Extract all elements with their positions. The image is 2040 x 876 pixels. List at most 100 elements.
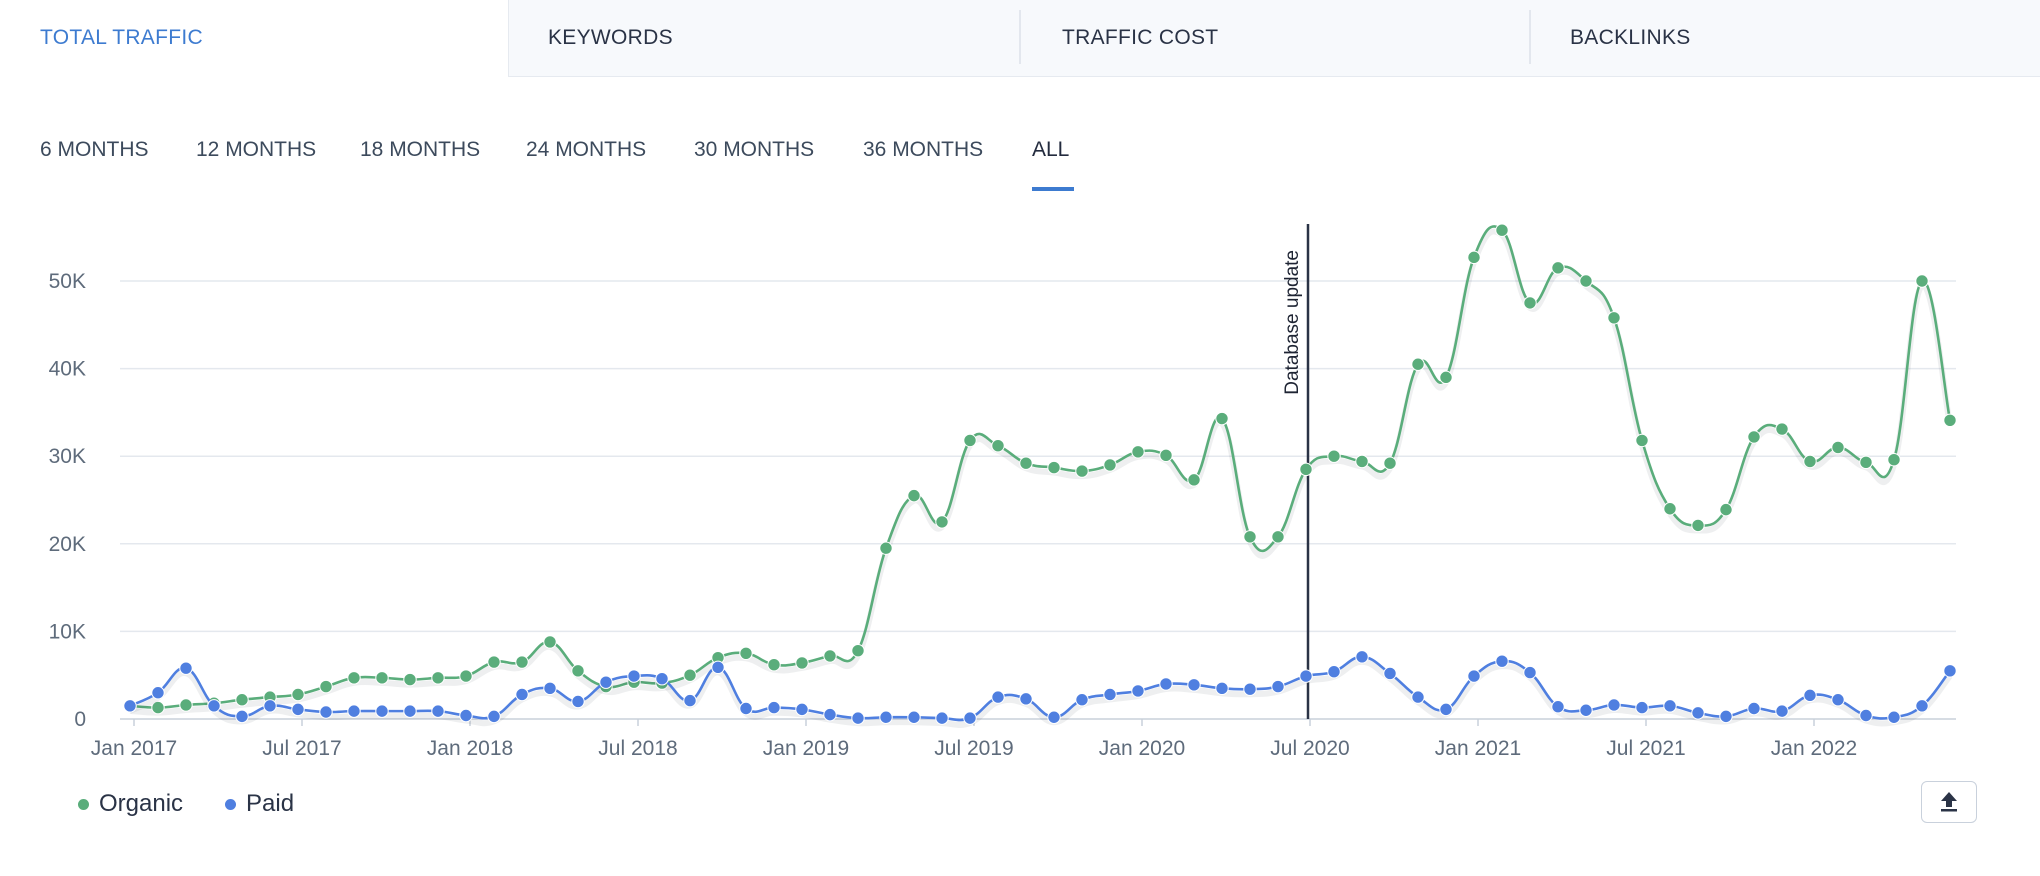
data-point xyxy=(515,655,529,669)
data-point xyxy=(1803,454,1817,469)
data-point xyxy=(823,707,837,722)
organic-series xyxy=(123,223,1957,716)
data-point xyxy=(263,699,277,713)
data-point xyxy=(543,635,557,649)
x-tick-label: Jan 2019 xyxy=(763,737,849,760)
data-point xyxy=(851,711,865,725)
data-point xyxy=(1663,502,1677,516)
series-line xyxy=(129,225,1952,709)
data-point xyxy=(1859,708,1873,723)
active-period-underline xyxy=(1032,187,1074,191)
data-point xyxy=(515,687,529,702)
period-24-months[interactable]: 24 MONTHS xyxy=(526,138,647,161)
tab-label: KEYWORDS xyxy=(548,26,673,49)
period-6-months[interactable]: 6 MONTHS xyxy=(40,138,149,161)
data-point xyxy=(1047,710,1061,724)
metric-tabs: TOTAL TRAFFIC KEYWORDS TRAFFIC COST BACK… xyxy=(0,0,2040,77)
data-point xyxy=(1103,687,1117,702)
data-point xyxy=(1663,699,1677,713)
data-point xyxy=(1607,311,1621,325)
legend-label: Organic xyxy=(99,790,184,817)
data-point xyxy=(375,704,389,718)
data-point xyxy=(1859,455,1873,470)
y-axis-ticks: 0 10K 20K 30K 40K 50K xyxy=(49,270,86,731)
data-point xyxy=(1159,448,1173,463)
organic-dot-icon xyxy=(78,798,89,810)
data-point xyxy=(1243,530,1257,544)
data-point xyxy=(487,709,501,724)
x-tick-label: Jan 2018 xyxy=(427,737,513,760)
data-point xyxy=(1607,698,1621,712)
data-point xyxy=(235,693,249,707)
data-point xyxy=(1943,413,1957,427)
data-point xyxy=(347,704,361,718)
data-point xyxy=(683,668,697,682)
data-point xyxy=(123,699,137,713)
x-tick-label: Jul 2018 xyxy=(598,737,677,760)
period-all[interactable]: ALL xyxy=(1032,138,1070,161)
data-point xyxy=(1075,693,1089,707)
data-point xyxy=(1495,223,1509,237)
period-12-months[interactable]: 12 MONTHS xyxy=(196,138,317,161)
data-point xyxy=(1887,710,1901,724)
period-36-months[interactable]: 36 MONTHS xyxy=(863,138,984,161)
data-point xyxy=(627,669,641,683)
tab-divider xyxy=(1529,10,1531,64)
data-point xyxy=(1887,453,1901,467)
data-point xyxy=(1831,693,1845,707)
legend-item-paid[interactable]: Paid xyxy=(225,790,294,818)
tab-label: TRAFFIC COST xyxy=(1062,26,1219,49)
legend-item-organic[interactable]: Organic xyxy=(78,790,183,818)
data-point xyxy=(1551,261,1565,275)
data-point xyxy=(1243,682,1257,696)
data-point xyxy=(1747,701,1761,716)
tab-keywords[interactable]: KEYWORDS xyxy=(509,0,1019,77)
y-tick-label: 40K xyxy=(49,358,86,381)
data-point xyxy=(1215,681,1229,696)
data-point xyxy=(1271,679,1285,694)
data-point xyxy=(1467,669,1481,683)
data-point xyxy=(1551,700,1565,714)
data-point xyxy=(543,681,557,696)
tab-backlinks[interactable]: BACKLINKS xyxy=(1529,0,2040,77)
annotation-label: Database update xyxy=(1282,250,1303,395)
data-point xyxy=(319,705,333,719)
data-point xyxy=(1215,411,1229,426)
period-18-months[interactable]: 18 MONTHS xyxy=(360,138,481,161)
data-point xyxy=(459,669,473,683)
data-point xyxy=(1747,430,1761,444)
data-point xyxy=(571,694,585,709)
tab-label: TOTAL TRAFFIC xyxy=(40,26,203,49)
data-point xyxy=(1719,502,1733,517)
data-point xyxy=(1327,449,1341,463)
data-point xyxy=(1131,684,1145,698)
data-point xyxy=(179,698,193,712)
data-point xyxy=(1495,654,1509,668)
data-point xyxy=(1355,650,1369,664)
data-point xyxy=(963,711,977,725)
data-point xyxy=(151,686,165,700)
data-point xyxy=(1411,357,1425,371)
paid-series xyxy=(123,650,1957,729)
tab-traffic-cost[interactable]: TRAFFIC COST xyxy=(1019,0,1529,77)
data-point xyxy=(1439,702,1453,717)
data-point xyxy=(1047,460,1061,475)
data-point xyxy=(1411,690,1425,704)
data-point xyxy=(1635,700,1649,715)
data-point xyxy=(1579,703,1593,717)
data-point xyxy=(683,693,697,708)
tab-total-traffic[interactable]: TOTAL TRAFFIC xyxy=(0,0,509,77)
data-point xyxy=(935,711,949,725)
data-point xyxy=(795,702,809,717)
period-30-months[interactable]: 30 MONTHS xyxy=(694,138,815,161)
export-button[interactable] xyxy=(1921,781,1977,823)
data-point xyxy=(1831,440,1845,455)
data-point xyxy=(823,649,837,663)
data-point xyxy=(1383,456,1397,470)
data-point xyxy=(347,671,361,685)
x-tick-label: Jul 2017 xyxy=(262,737,341,760)
data-point xyxy=(207,699,221,713)
data-point xyxy=(907,488,921,503)
data-point xyxy=(655,672,669,686)
